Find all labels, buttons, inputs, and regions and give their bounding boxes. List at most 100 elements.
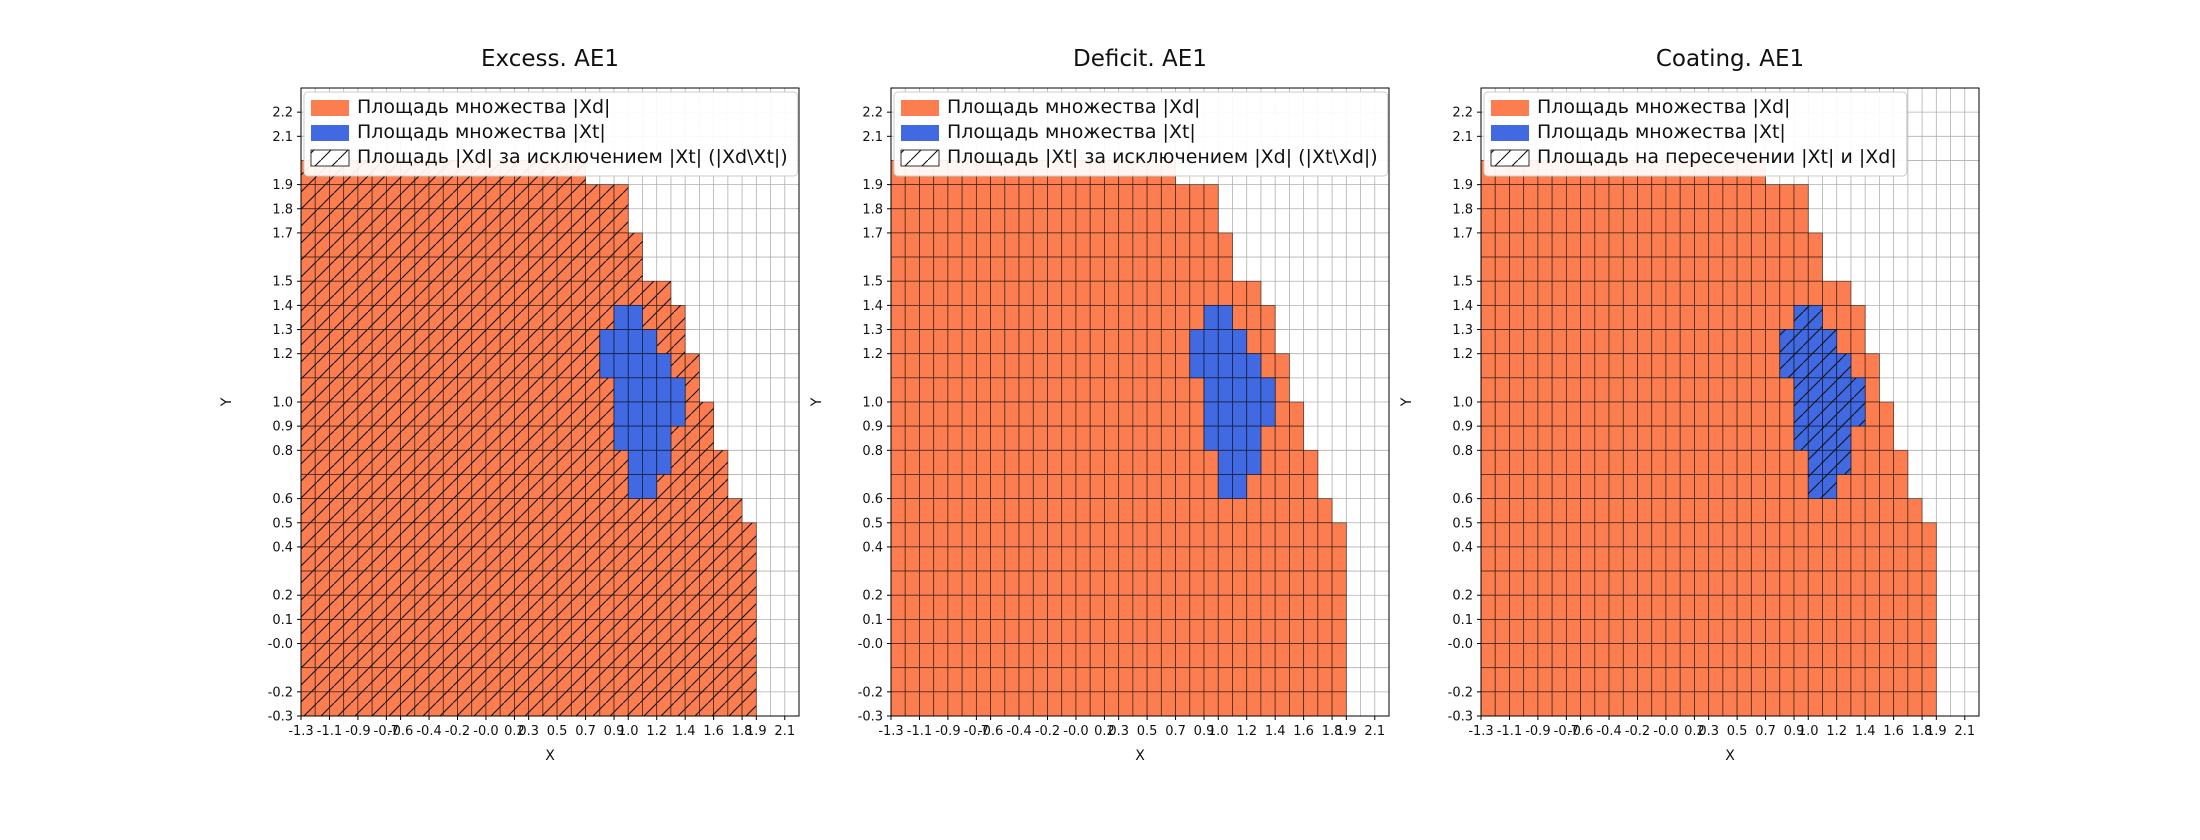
svg-text:-0.6: -0.6 bbox=[978, 724, 1003, 739]
svg-text:2.1: 2.1 bbox=[1364, 724, 1385, 739]
legend-label: Площадь |Xd| за исключением |Xt| (|Xd\Xt… bbox=[357, 146, 788, 168]
svg-text:0.1: 0.1 bbox=[862, 613, 883, 628]
svg-text:1.8: 1.8 bbox=[862, 202, 883, 217]
svg-text:2.2: 2.2 bbox=[862, 106, 883, 121]
svg-text:1.6: 1.6 bbox=[703, 724, 724, 739]
svg-text:1.7: 1.7 bbox=[1452, 226, 1473, 241]
svg-text:1.4: 1.4 bbox=[272, 299, 293, 314]
svg-text:0.7: 0.7 bbox=[1755, 724, 1776, 739]
svg-text:-0.4: -0.4 bbox=[1596, 724, 1621, 739]
x-axis-label: X bbox=[545, 748, 555, 764]
legend-label: Площадь множества |Xd| bbox=[1537, 96, 1790, 118]
panel-deficit: Deficit. AE1 -1.3 -1.1 -0.9 -0.7 -0.6 -0.4 -0.… bbox=[805, 40, 1395, 770]
svg-text:1.8: 1.8 bbox=[1452, 202, 1473, 217]
svg-text:1.3: 1.3 bbox=[1452, 323, 1473, 338]
legend-label: Площадь множества |Xt| bbox=[1537, 121, 1786, 143]
svg-text:-1.1: -1.1 bbox=[907, 724, 932, 739]
svg-text:-0.7: -0.7 bbox=[374, 724, 399, 739]
svg-text:1.2: 1.2 bbox=[1826, 724, 1847, 739]
svg-text:0.2: 0.2 bbox=[272, 589, 293, 604]
svg-text:-1.1: -1.1 bbox=[317, 724, 342, 739]
svg-text:0.1: 0.1 bbox=[272, 613, 293, 628]
svg-text:0.4: 0.4 bbox=[1452, 540, 1473, 555]
svg-text:1.4: 1.4 bbox=[675, 724, 696, 739]
svg-text:-0.0: -0.0 bbox=[1653, 724, 1678, 739]
svg-text:0.2: 0.2 bbox=[1452, 589, 1473, 604]
svg-text:-0.0: -0.0 bbox=[1448, 637, 1473, 652]
svg-text:-0.9: -0.9 bbox=[935, 724, 960, 739]
svg-text:-1.3: -1.3 bbox=[878, 724, 903, 739]
svg-text:0.2: 0.2 bbox=[504, 724, 525, 739]
y-axis-label: Y bbox=[809, 397, 825, 407]
hatch-overlay bbox=[1779, 305, 1866, 499]
svg-text:1.7: 1.7 bbox=[862, 226, 883, 241]
svg-text:2.1: 2.1 bbox=[1954, 724, 1975, 739]
svg-text:0.5: 0.5 bbox=[1137, 724, 1158, 739]
svg-text:-0.0: -0.0 bbox=[268, 637, 293, 652]
svg-text:0.4: 0.4 bbox=[272, 540, 293, 555]
svg-text:1.4: 1.4 bbox=[1855, 724, 1876, 739]
legend: Площадь множества |Xd| Площадь множества … bbox=[1483, 91, 1908, 177]
legend-label: Площадь множества |Xt| bbox=[947, 121, 1196, 143]
svg-text:2.2: 2.2 bbox=[1452, 106, 1473, 121]
svg-text:2.1: 2.1 bbox=[862, 130, 883, 145]
svg-text:1.8: 1.8 bbox=[1912, 724, 1933, 739]
svg-text:-0.2: -0.2 bbox=[445, 724, 470, 739]
svg-text:1.9: 1.9 bbox=[1452, 178, 1473, 193]
legend-label: Площадь |Xt| за исключением |Xd| (|Xt\Xd… bbox=[947, 146, 1378, 168]
svg-text:0.1: 0.1 bbox=[1452, 613, 1473, 628]
svg-text:1.0: 1.0 bbox=[618, 724, 639, 739]
svg-text:1.2: 1.2 bbox=[1236, 724, 1257, 739]
svg-text:0.2: 0.2 bbox=[1684, 724, 1705, 739]
axes-ticks: -1.3 -1.1 -0.9 -0.7-0.6 -0.4 -0.2 -0.0 0.20.3 0.… bbox=[1448, 106, 1975, 739]
svg-text:0.3: 0.3 bbox=[1698, 724, 1719, 739]
svg-text:0.9: 0.9 bbox=[1194, 724, 1215, 739]
svg-text:1.9: 1.9 bbox=[1926, 724, 1947, 739]
svg-text:-1.1: -1.1 bbox=[1497, 724, 1522, 739]
svg-text:1.8: 1.8 bbox=[272, 202, 293, 217]
svg-text:0.6: 0.6 bbox=[272, 492, 293, 507]
svg-text:0.7: 0.7 bbox=[575, 724, 596, 739]
svg-text:2.2: 2.2 bbox=[272, 106, 293, 121]
svg-text:1.9: 1.9 bbox=[1336, 724, 1357, 739]
legend: Площадь множества |Xd| Площадь множества … bbox=[893, 91, 1389, 177]
svg-text:-0.9: -0.9 bbox=[345, 724, 370, 739]
x-axis-label: X bbox=[1135, 748, 1145, 764]
svg-text:-0.7: -0.7 bbox=[1554, 724, 1579, 739]
figure: Excess. AE1 -1.3 -1.1 -0.9 -0.7 -0.6 -0.4 -0.2… bbox=[0, 40, 2200, 770]
svg-text:0.8: 0.8 bbox=[272, 444, 293, 459]
svg-text:0.6: 0.6 bbox=[862, 492, 883, 507]
svg-text:1.0: 1.0 bbox=[1798, 724, 1819, 739]
svg-text:-0.2: -0.2 bbox=[1625, 724, 1650, 739]
svg-text:1.9: 1.9 bbox=[862, 178, 883, 193]
svg-text:2.1: 2.1 bbox=[774, 724, 795, 739]
svg-text:1.6: 1.6 bbox=[1883, 724, 1904, 739]
excess-chart: Excess. AE1 -1.3 -1.1 -0.9 -0.7-0.6 -0.4 -0.2… bbox=[219, 46, 800, 764]
panel-title-excess: Excess. AE1 bbox=[481, 46, 619, 72]
legend-label: Площадь множества |Xd| bbox=[357, 96, 610, 118]
svg-text:0.9: 0.9 bbox=[1784, 724, 1805, 739]
svg-text:0.5: 0.5 bbox=[272, 516, 293, 531]
svg-text:0.8: 0.8 bbox=[1452, 444, 1473, 459]
svg-text:-0.3: -0.3 bbox=[858, 710, 883, 725]
svg-text:0.5: 0.5 bbox=[862, 516, 883, 531]
legend-label: Площадь множества |Xt| bbox=[357, 121, 606, 143]
deficit-chart: Deficit. AE1 -1.3 -1.1 -0.9 -0.7-0.6 -0.4 -0.… bbox=[809, 46, 1390, 764]
svg-text:1.5: 1.5 bbox=[1452, 275, 1473, 290]
svg-text:-0.7: -0.7 bbox=[964, 724, 989, 739]
svg-text:1.0: 1.0 bbox=[272, 396, 293, 411]
panel-coating: Coating. AE1 -1.3 -1.1 -0.9 -0.7 -0.6 -0.4 -0.… bbox=[1395, 40, 1985, 770]
svg-text:0.3: 0.3 bbox=[518, 724, 539, 739]
svg-text:-0.6: -0.6 bbox=[388, 724, 413, 739]
svg-text:1.6: 1.6 bbox=[1293, 724, 1314, 739]
svg-text:1.0: 1.0 bbox=[862, 396, 883, 411]
svg-text:0.5: 0.5 bbox=[1452, 516, 1473, 531]
svg-text:1.0: 1.0 bbox=[1452, 396, 1473, 411]
svg-text:1.8: 1.8 bbox=[732, 724, 753, 739]
svg-text:1.8: 1.8 bbox=[1322, 724, 1343, 739]
axes-ticks: -1.3 -1.1 -0.9 -0.7-0.6 -0.4 -0.2 -0.0 0.20.3 0.… bbox=[268, 106, 795, 739]
svg-text:0.9: 0.9 bbox=[604, 724, 625, 739]
svg-text:0.5: 0.5 bbox=[1727, 724, 1748, 739]
svg-text:1.3: 1.3 bbox=[862, 323, 883, 338]
svg-text:-0.3: -0.3 bbox=[268, 710, 293, 725]
